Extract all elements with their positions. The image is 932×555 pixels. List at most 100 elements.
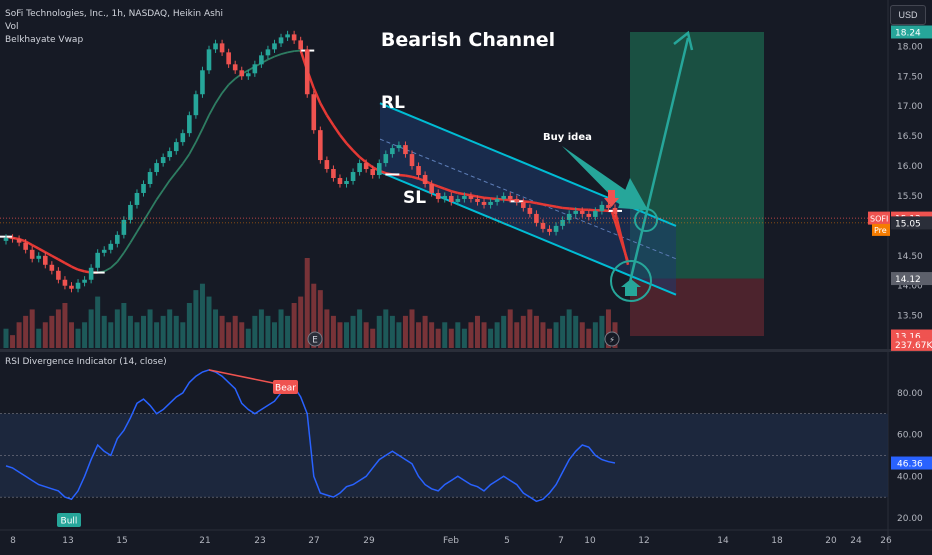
- candle-body: [200, 70, 205, 95]
- currency-button[interactable]: USD: [890, 5, 926, 25]
- volume-bar: [10, 335, 16, 348]
- buy-idea-arrow: [562, 146, 640, 207]
- split-icon: ⚡: [609, 336, 615, 345]
- vwap-segment: [228, 78, 236, 86]
- candle-body: [468, 195, 474, 199]
- candle-body: [560, 219, 565, 226]
- bearish-channel[interactable]: [379, 102, 677, 296]
- vwap-segment: [38, 247, 46, 254]
- vwap-segment: [549, 204, 557, 208]
- volume-bar: [265, 315, 271, 348]
- vwap-segment: [588, 208, 596, 212]
- volume-bar: [193, 290, 199, 348]
- symbol-title[interactable]: SoFi Technologies, Inc., 1h, NASDAQ, Hei…: [5, 9, 223, 19]
- volume-bar: [481, 322, 487, 348]
- volume-bar: [455, 322, 461, 348]
- volume-bar: [468, 322, 474, 348]
- vwap-segment: [536, 201, 544, 206]
- volume-bar: [226, 322, 232, 348]
- volume-bar: [167, 309, 173, 348]
- volume-bar: [239, 322, 245, 348]
- candle-body: [606, 204, 611, 208]
- volume-legend[interactable]: Vol: [5, 22, 19, 32]
- candle-body: [115, 234, 120, 244]
- candle-body: [488, 201, 493, 205]
- candle-body: [154, 163, 159, 173]
- candle-body: [173, 142, 179, 152]
- vwap-segment: [529, 200, 537, 205]
- vwap-segment: [267, 55, 275, 61]
- vwap-segment: [280, 51, 288, 56]
- volume-bar: [186, 303, 192, 348]
- breakout-circle: [634, 208, 658, 232]
- bear-label-bg: [273, 380, 298, 394]
- annotations[interactable]: Bearish Channel RL SL Buy idea E ⚡: [307, 29, 694, 347]
- volume-bar: [363, 322, 369, 348]
- vwap-segment: [51, 254, 59, 261]
- candle-body: [62, 279, 68, 286]
- price-badge-stop: 13.16: [895, 333, 921, 343]
- vwap-segment: [44, 251, 53, 257]
- rsi-legend[interactable]: RSI Divergence Indicator (14, close): [5, 357, 167, 367]
- vwap-segment: [470, 194, 478, 198]
- candle-body: [337, 178, 343, 184]
- vwap-segment: [214, 92, 223, 104]
- volume-bar: [206, 296, 212, 348]
- candle-body: [245, 73, 251, 77]
- volume-bar: [474, 315, 480, 348]
- vwap-segment: [221, 84, 230, 94]
- vwap-segment: [208, 102, 217, 116]
- candle-body: [324, 160, 330, 170]
- vwap-segment: [405, 174, 413, 179]
- volume-bar: [540, 322, 546, 348]
- vwap-segment: [31, 243, 40, 250]
- channel-lower-line: [379, 171, 677, 296]
- volume-bar: [442, 322, 448, 348]
- volume-bar: [586, 328, 592, 348]
- price-tick-label: 17.50: [897, 72, 923, 82]
- bull-label-bg: [57, 513, 81, 527]
- candle-body: [344, 181, 349, 184]
- vwap-segment: [77, 268, 85, 273]
- vwap-segment: [169, 171, 177, 181]
- time-tick-label: 24: [850, 536, 862, 546]
- candle-body: [409, 154, 415, 167]
- candle-body: [540, 222, 546, 229]
- vwap-segment: [325, 114, 335, 127]
- rsi-tick-label: 40.00: [897, 472, 923, 482]
- candle-body: [213, 43, 218, 50]
- price-tick-label: 16.50: [897, 132, 923, 142]
- rsi-line: [5, 369, 616, 503]
- vwap-segment: [103, 266, 112, 273]
- candle-body: [494, 198, 500, 202]
- volume-badge-bg: [891, 337, 932, 351]
- volume-bar: [16, 322, 22, 348]
- volume-bar: [199, 283, 205, 348]
- price-tick-label: 18.00: [897, 42, 923, 52]
- candle-body: [311, 94, 317, 131]
- candle-body: [350, 172, 356, 182]
- vwap-segment: [123, 242, 132, 254]
- price-badge-target: 18.24: [895, 29, 921, 39]
- vwap-segment: [142, 209, 151, 222]
- volume-bars: [3, 258, 618, 348]
- candle-body: [265, 49, 271, 56]
- volume-bar: [429, 322, 435, 348]
- volume-bar: [357, 309, 363, 348]
- volume-bar: [422, 315, 428, 348]
- price-tick-label: 13.50: [897, 312, 923, 322]
- candle-body: [108, 243, 114, 250]
- vwap-legend[interactable]: Belkhayate Vwap: [5, 35, 84, 45]
- time-tick-label: 29: [363, 536, 375, 546]
- volume-bar: [219, 315, 225, 348]
- candle-body: [128, 204, 133, 220]
- candle-body: [527, 207, 533, 214]
- channel-fill: [380, 103, 676, 295]
- vwap-segment: [542, 203, 550, 207]
- price-tick-label: 15.50: [897, 192, 923, 202]
- volume-bar: [344, 322, 350, 348]
- candle-body: [331, 169, 336, 179]
- rsi-panel[interactable]: Bear Bull: [0, 369, 888, 527]
